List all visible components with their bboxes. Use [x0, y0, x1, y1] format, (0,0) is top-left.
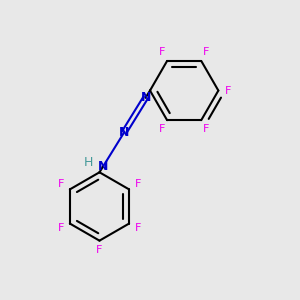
- Text: F: F: [58, 179, 64, 190]
- Text: N: N: [98, 160, 108, 173]
- Text: N: N: [140, 91, 151, 104]
- Text: F: F: [203, 124, 209, 134]
- Text: F: F: [225, 85, 231, 96]
- Text: F: F: [134, 179, 141, 190]
- Text: F: F: [159, 47, 165, 58]
- Text: F: F: [58, 224, 64, 233]
- Text: H: H: [84, 156, 93, 169]
- Text: N: N: [119, 126, 130, 139]
- Text: F: F: [134, 224, 141, 233]
- Text: F: F: [96, 245, 103, 256]
- Text: F: F: [159, 124, 165, 134]
- Text: F: F: [203, 47, 209, 58]
